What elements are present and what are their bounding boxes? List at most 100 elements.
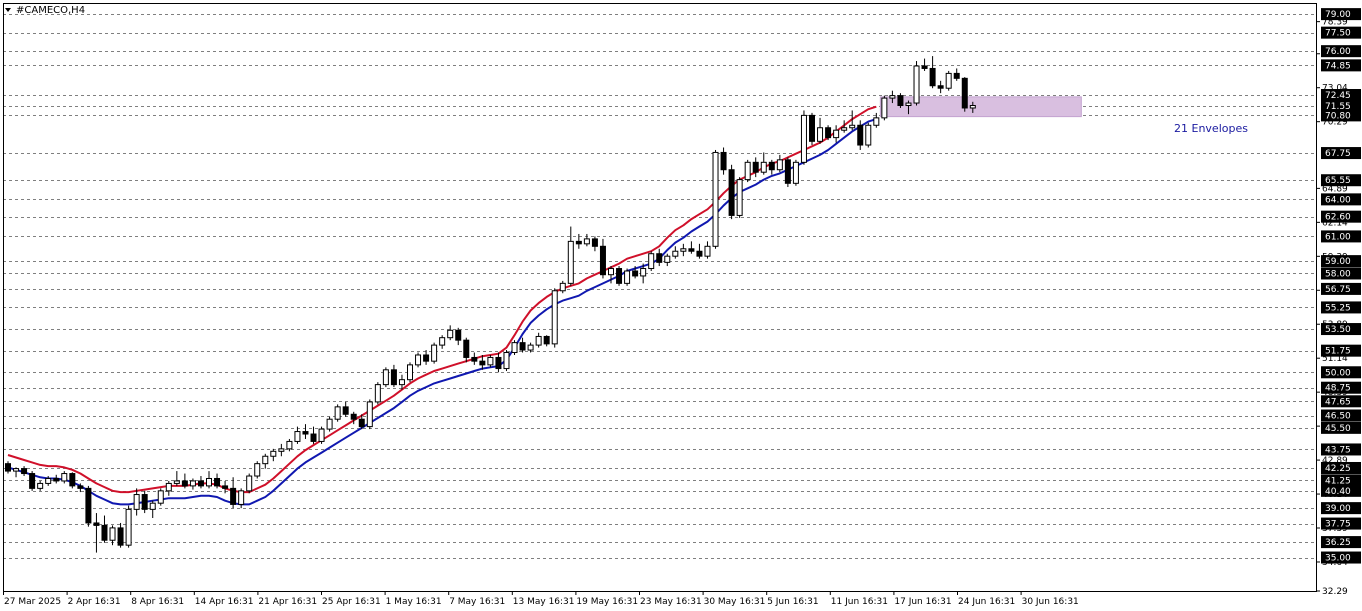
price-level-label: 40.40 [1325, 487, 1351, 497]
price-level-label: 67.75 [1325, 149, 1351, 159]
candle-body [165, 482, 172, 492]
candle-body [278, 448, 285, 452]
candle-body [439, 337, 446, 346]
x-tick-label: 30 May 16:31 [704, 597, 766, 607]
candle-body [559, 282, 566, 292]
price-level-label: 61.00 [1325, 232, 1351, 242]
price-level-badge [1321, 421, 1361, 434]
candle-body [800, 114, 807, 163]
candle-body [961, 77, 968, 109]
candle-body [881, 97, 888, 119]
candle [165, 480, 172, 496]
candle [744, 159, 751, 183]
candle-body [374, 384, 381, 403]
price-level-badge [1321, 100, 1361, 113]
candle-body [873, 117, 880, 126]
x-tick-label: 25 Apr 16:31 [322, 597, 381, 607]
candle [792, 159, 799, 186]
x-tick-label: 17 Jun 16:31 [894, 597, 951, 607]
plot-border [3, 3, 1317, 592]
candle [881, 95, 888, 121]
candle-body [342, 406, 349, 415]
candle-body [503, 352, 510, 370]
candle [382, 367, 389, 388]
candle-body [93, 522, 100, 526]
resistance-zone-layer [879, 96, 1082, 118]
price-level-badge [1321, 551, 1361, 564]
candle [141, 490, 148, 514]
dropdown-arrow-icon[interactable] [5, 8, 11, 12]
price-level-badge [1321, 536, 1361, 549]
candlesticks [5, 56, 976, 553]
candle-body [197, 480, 204, 487]
candle [69, 472, 76, 489]
candle-body [865, 124, 872, 146]
candle-body [415, 354, 422, 366]
chart-title: #CAMECO,H4 [16, 5, 85, 16]
candle [326, 416, 333, 432]
price-level-label: 79.00 [1325, 10, 1351, 20]
candle-body [511, 342, 518, 354]
candle-body [85, 487, 92, 524]
candle [728, 164, 735, 220]
candle-body [45, 477, 52, 484]
y-tick-label: 32.29 [1322, 587, 1348, 597]
candle-body [149, 502, 156, 510]
candle [149, 500, 156, 519]
candle [13, 467, 20, 478]
candle-body [760, 161, 767, 173]
candle [366, 399, 373, 430]
candle-body [648, 253, 655, 270]
envelope-label: 21 Envelopes [1174, 122, 1248, 135]
candle-body [246, 475, 253, 492]
candle-body [222, 485, 229, 489]
price-level-label: 58.00 [1325, 269, 1351, 279]
candle [768, 159, 775, 175]
candle [358, 414, 365, 430]
candle-body [366, 401, 373, 428]
x-tick-label: 2 Apr 16:31 [68, 597, 121, 607]
candle-body [817, 127, 824, 142]
price-level-badge [1321, 395, 1361, 408]
candle-body [181, 480, 188, 487]
candle-body [141, 494, 148, 510]
candle [278, 443, 285, 457]
candle [969, 101, 976, 113]
candle-body [157, 490, 164, 504]
price-level-label: 65.55 [1325, 176, 1351, 186]
candle-body [921, 65, 928, 69]
candle-body [101, 524, 108, 541]
candle-body [29, 473, 36, 489]
price-level-badge [1321, 59, 1361, 72]
candle-body [632, 270, 639, 277]
candle [720, 147, 727, 175]
candle-body [109, 527, 116, 541]
candle-body [752, 161, 759, 173]
price-level-badge [1321, 45, 1361, 58]
price-level-badge [1321, 230, 1361, 243]
candle [431, 342, 438, 364]
candle-body [704, 245, 711, 257]
candle-body [664, 255, 671, 263]
candle [889, 90, 896, 104]
candle [109, 525, 116, 546]
candle-body [302, 431, 309, 435]
candle [809, 112, 815, 146]
price-level-badge [1321, 193, 1361, 206]
candle-body [286, 440, 293, 450]
candle-body [599, 245, 606, 276]
candle [865, 122, 872, 148]
candle-body [857, 124, 864, 146]
candle [551, 288, 558, 348]
candle [61, 471, 68, 484]
price-level-badge [1321, 366, 1361, 379]
candle-body [841, 127, 848, 131]
candle [29, 471, 36, 491]
x-tick-label: 19 May 16:31 [576, 597, 638, 607]
price-level-label: 37.75 [1325, 520, 1351, 530]
price-level-label: 50.00 [1325, 368, 1351, 378]
price-level-label: 62.60 [1325, 213, 1351, 223]
price-level-label: 35.00 [1325, 554, 1351, 564]
candle [487, 354, 494, 368]
